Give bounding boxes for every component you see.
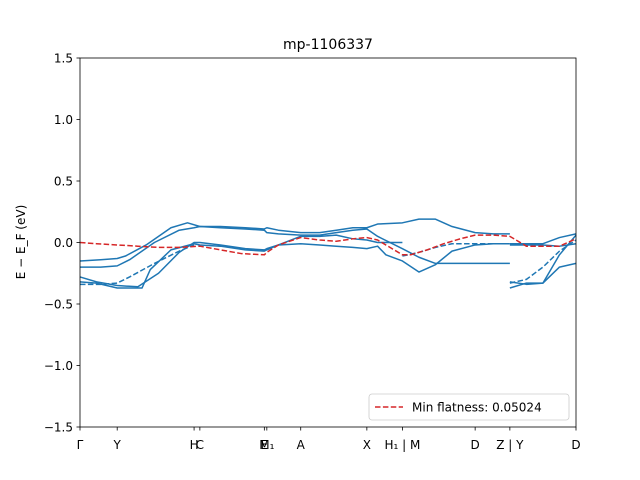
band-series xyxy=(509,239,577,284)
y-tick-label: 1.5 xyxy=(54,52,73,66)
flat-band-series xyxy=(79,234,577,256)
x-axis-ticks: Γ Y HC EM₁ A X H₁ | M D Z | Y D xyxy=(77,427,581,452)
y-tick-label: 0.0 xyxy=(54,236,73,250)
x-tick-label: X xyxy=(363,438,371,452)
band-series xyxy=(509,262,577,289)
x-tick-label: C xyxy=(196,438,204,452)
y-tick-label: 1.0 xyxy=(54,113,73,127)
x-tick-label: M₁ xyxy=(259,438,274,452)
y-tick-label: −0.5 xyxy=(44,298,73,312)
band-series xyxy=(509,242,577,247)
x-tick-label: Z | Y xyxy=(496,438,524,452)
band-series xyxy=(80,244,195,286)
chart-title: mp-1106337 xyxy=(283,37,373,53)
band-series xyxy=(79,234,403,289)
legend: Min flatness: 0.05024 xyxy=(368,393,570,421)
x-tick-label: E xyxy=(261,438,269,452)
x-tick-label: D xyxy=(471,438,480,452)
legend-entry-label: Min flatness: 0.05024 xyxy=(412,401,542,415)
plot-area xyxy=(79,218,577,289)
x-tick-label: A xyxy=(297,438,306,452)
x-tick-label: H₁ | M xyxy=(384,438,420,452)
y-tick-label: 0.5 xyxy=(54,175,73,189)
x-tick-label: D xyxy=(571,438,580,452)
band-series xyxy=(509,233,577,245)
y-axis-ticks: −1.5 −1.0 −0.5 0.0 0.5 1.0 1.5 xyxy=(44,52,80,435)
y-axis-label: E − E_F (eV) xyxy=(14,205,28,280)
legend-box xyxy=(368,393,570,421)
band-series xyxy=(79,218,510,262)
y-tick-label: −1.5 xyxy=(44,421,73,435)
x-tick-label: H xyxy=(190,438,199,452)
band-series xyxy=(79,241,510,288)
band-series xyxy=(80,225,510,268)
x-tick-label: Γ xyxy=(77,438,84,452)
y-tick-label: −1.0 xyxy=(44,359,73,373)
x-tick-label: Y xyxy=(113,438,122,452)
